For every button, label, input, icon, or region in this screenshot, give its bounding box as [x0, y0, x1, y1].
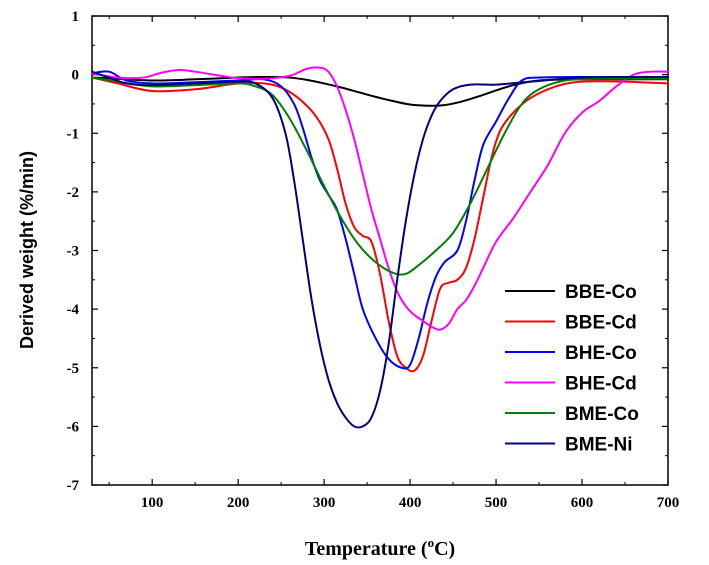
- x-axis-title-main: Temperature (: [305, 538, 428, 560]
- y-tick-label: 1: [72, 9, 80, 25]
- series-line-bbe-cd: [91, 76, 669, 373]
- y-tick-label: -4: [67, 302, 80, 318]
- x-axis-title-unit: C): [434, 538, 455, 560]
- x-tick-label: 400: [399, 495, 422, 511]
- legend-label: BME-Co: [565, 404, 639, 425]
- y-tick-labels: 1 0 -1 -2 -3 -4 -5 -6 -7: [67, 9, 80, 494]
- legend-label: BME-Ni: [565, 435, 633, 456]
- series-line-bme-ni: [91, 70, 669, 429]
- y-tick-label: -3: [67, 244, 80, 260]
- x-tick-label: 500: [485, 495, 508, 511]
- x-axis-title-superscript: o: [428, 535, 435, 550]
- legend: BBE-Co BBE-Cd BHE-Co BHE-Cd BME-Co BME-Ni: [505, 282, 639, 456]
- series-line-bme-co: [91, 76, 669, 276]
- x-tick-label: 600: [571, 495, 594, 511]
- x-tick-labels: 100 200 300 400 500 600 700: [141, 495, 679, 511]
- legend-label: BHE-Cd: [565, 374, 637, 395]
- y-tick-label: -7: [67, 478, 80, 494]
- legend-label: BBE-Cd: [565, 313, 637, 334]
- x-tick-label: 200: [227, 495, 250, 511]
- tick-marks: [92, 15, 669, 486]
- y-tick-label: -1: [67, 126, 80, 142]
- y-tick-label: -6: [67, 419, 80, 435]
- legend-label: BBE-Co: [565, 282, 637, 303]
- x-tick-label: 300: [313, 495, 336, 511]
- x-tick-label: 100: [141, 495, 164, 511]
- y-tick-label: -5: [67, 361, 80, 377]
- y-tick-label: -2: [67, 185, 80, 201]
- series-line-bhe-cd: [91, 66, 669, 331]
- series-lines: [91, 66, 669, 429]
- x-axis-title: Temperature (oC): [305, 535, 455, 560]
- x-tick-label: 700: [657, 495, 680, 511]
- legend-label: BHE-Co: [565, 343, 637, 364]
- y-axis-title: Derived weight (%/min): [17, 151, 37, 349]
- y-tick-label: 0: [72, 68, 80, 84]
